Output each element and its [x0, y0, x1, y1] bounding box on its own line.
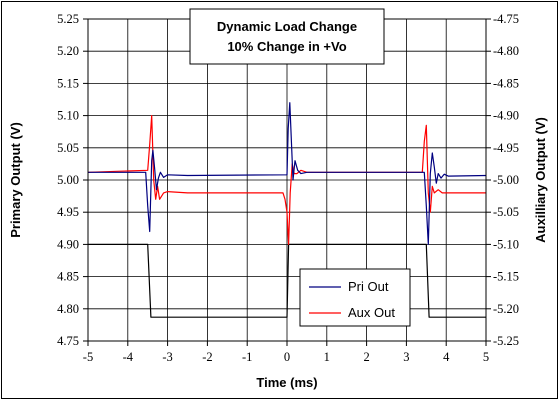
legend: Pri Out Aux Out — [299, 268, 411, 327]
chart-subtitle: 10% Change in +Vo — [227, 39, 346, 54]
y2-tick-label: -4.80 — [493, 44, 519, 58]
legend-label-pri-out: Pri Out — [348, 279, 389, 294]
legend-box — [299, 268, 411, 327]
x-axis-title: Time (ms) — [256, 375, 317, 390]
y-tick-label: 5.20 — [57, 44, 79, 58]
y-tick-label: 5.10 — [57, 109, 79, 123]
y-tick-label: 4.75 — [57, 334, 79, 348]
x-tick-label: 4 — [443, 350, 450, 364]
y-tick-label: 4.90 — [57, 237, 79, 251]
y2-tick-label: -5.20 — [493, 302, 519, 316]
chart-title: Dynamic Load Change — [217, 19, 357, 34]
y2-tick-label: -5.10 — [493, 237, 519, 251]
axis-ticks: -5 -4 -3 -2 -1 0 1 2 3 4 5 4.75 4.80 4.85 4.90 4.95 5.00… — [57, 12, 519, 364]
y-tick-label: 4.85 — [57, 270, 79, 284]
chart-title-box: Dynamic Load Change 10% Change in +Vo — [189, 8, 385, 65]
x-tick-label: 1 — [324, 350, 330, 364]
y2-tick-label: -5.25 — [493, 334, 519, 348]
y2-axis-title: Auxilliary Output (V) — [533, 117, 548, 243]
y-tick-label: 5.00 — [57, 173, 79, 187]
title-box — [189, 8, 385, 65]
x-tick-label: 2 — [363, 350, 369, 364]
y-tick-label: 5.15 — [57, 76, 79, 90]
x-tick-label: 3 — [403, 350, 409, 364]
y2-tick-label: -4.90 — [493, 109, 519, 123]
y2-tick-label: -4.85 — [493, 76, 519, 90]
y2-tick-label: -5.00 — [493, 173, 519, 187]
y2-tick-label: -4.75 — [493, 12, 519, 26]
y-axis-title: Primary Output (V) — [8, 122, 23, 238]
x-tick-label: -5 — [83, 350, 93, 364]
series-line-pri-out — [88, 102, 487, 245]
series-lines — [87, 102, 487, 318]
y2-tick-label: -5.15 — [493, 270, 519, 284]
y-tick-label: 5.05 — [57, 141, 79, 155]
y-tick-label: 4.80 — [57, 302, 79, 316]
y-tick-label: 5.25 — [57, 12, 79, 26]
y2-tick-label: -5.05 — [493, 205, 519, 219]
x-tick-label: 5 — [483, 350, 489, 364]
x-tick-label: -4 — [123, 350, 134, 364]
series-line-load-step — [88, 243, 486, 318]
y-tick-label: 4.95 — [57, 205, 79, 219]
x-tick-label: -2 — [202, 350, 212, 364]
x-tick-label: 0 — [284, 350, 290, 364]
legend-label-aux-out: Aux Out — [348, 305, 395, 320]
series-line-aux-out — [87, 114, 486, 245]
x-tick-label: -1 — [242, 350, 252, 364]
x-tick-label: -3 — [162, 350, 172, 364]
y2-tick-label: -4.95 — [493, 141, 519, 155]
